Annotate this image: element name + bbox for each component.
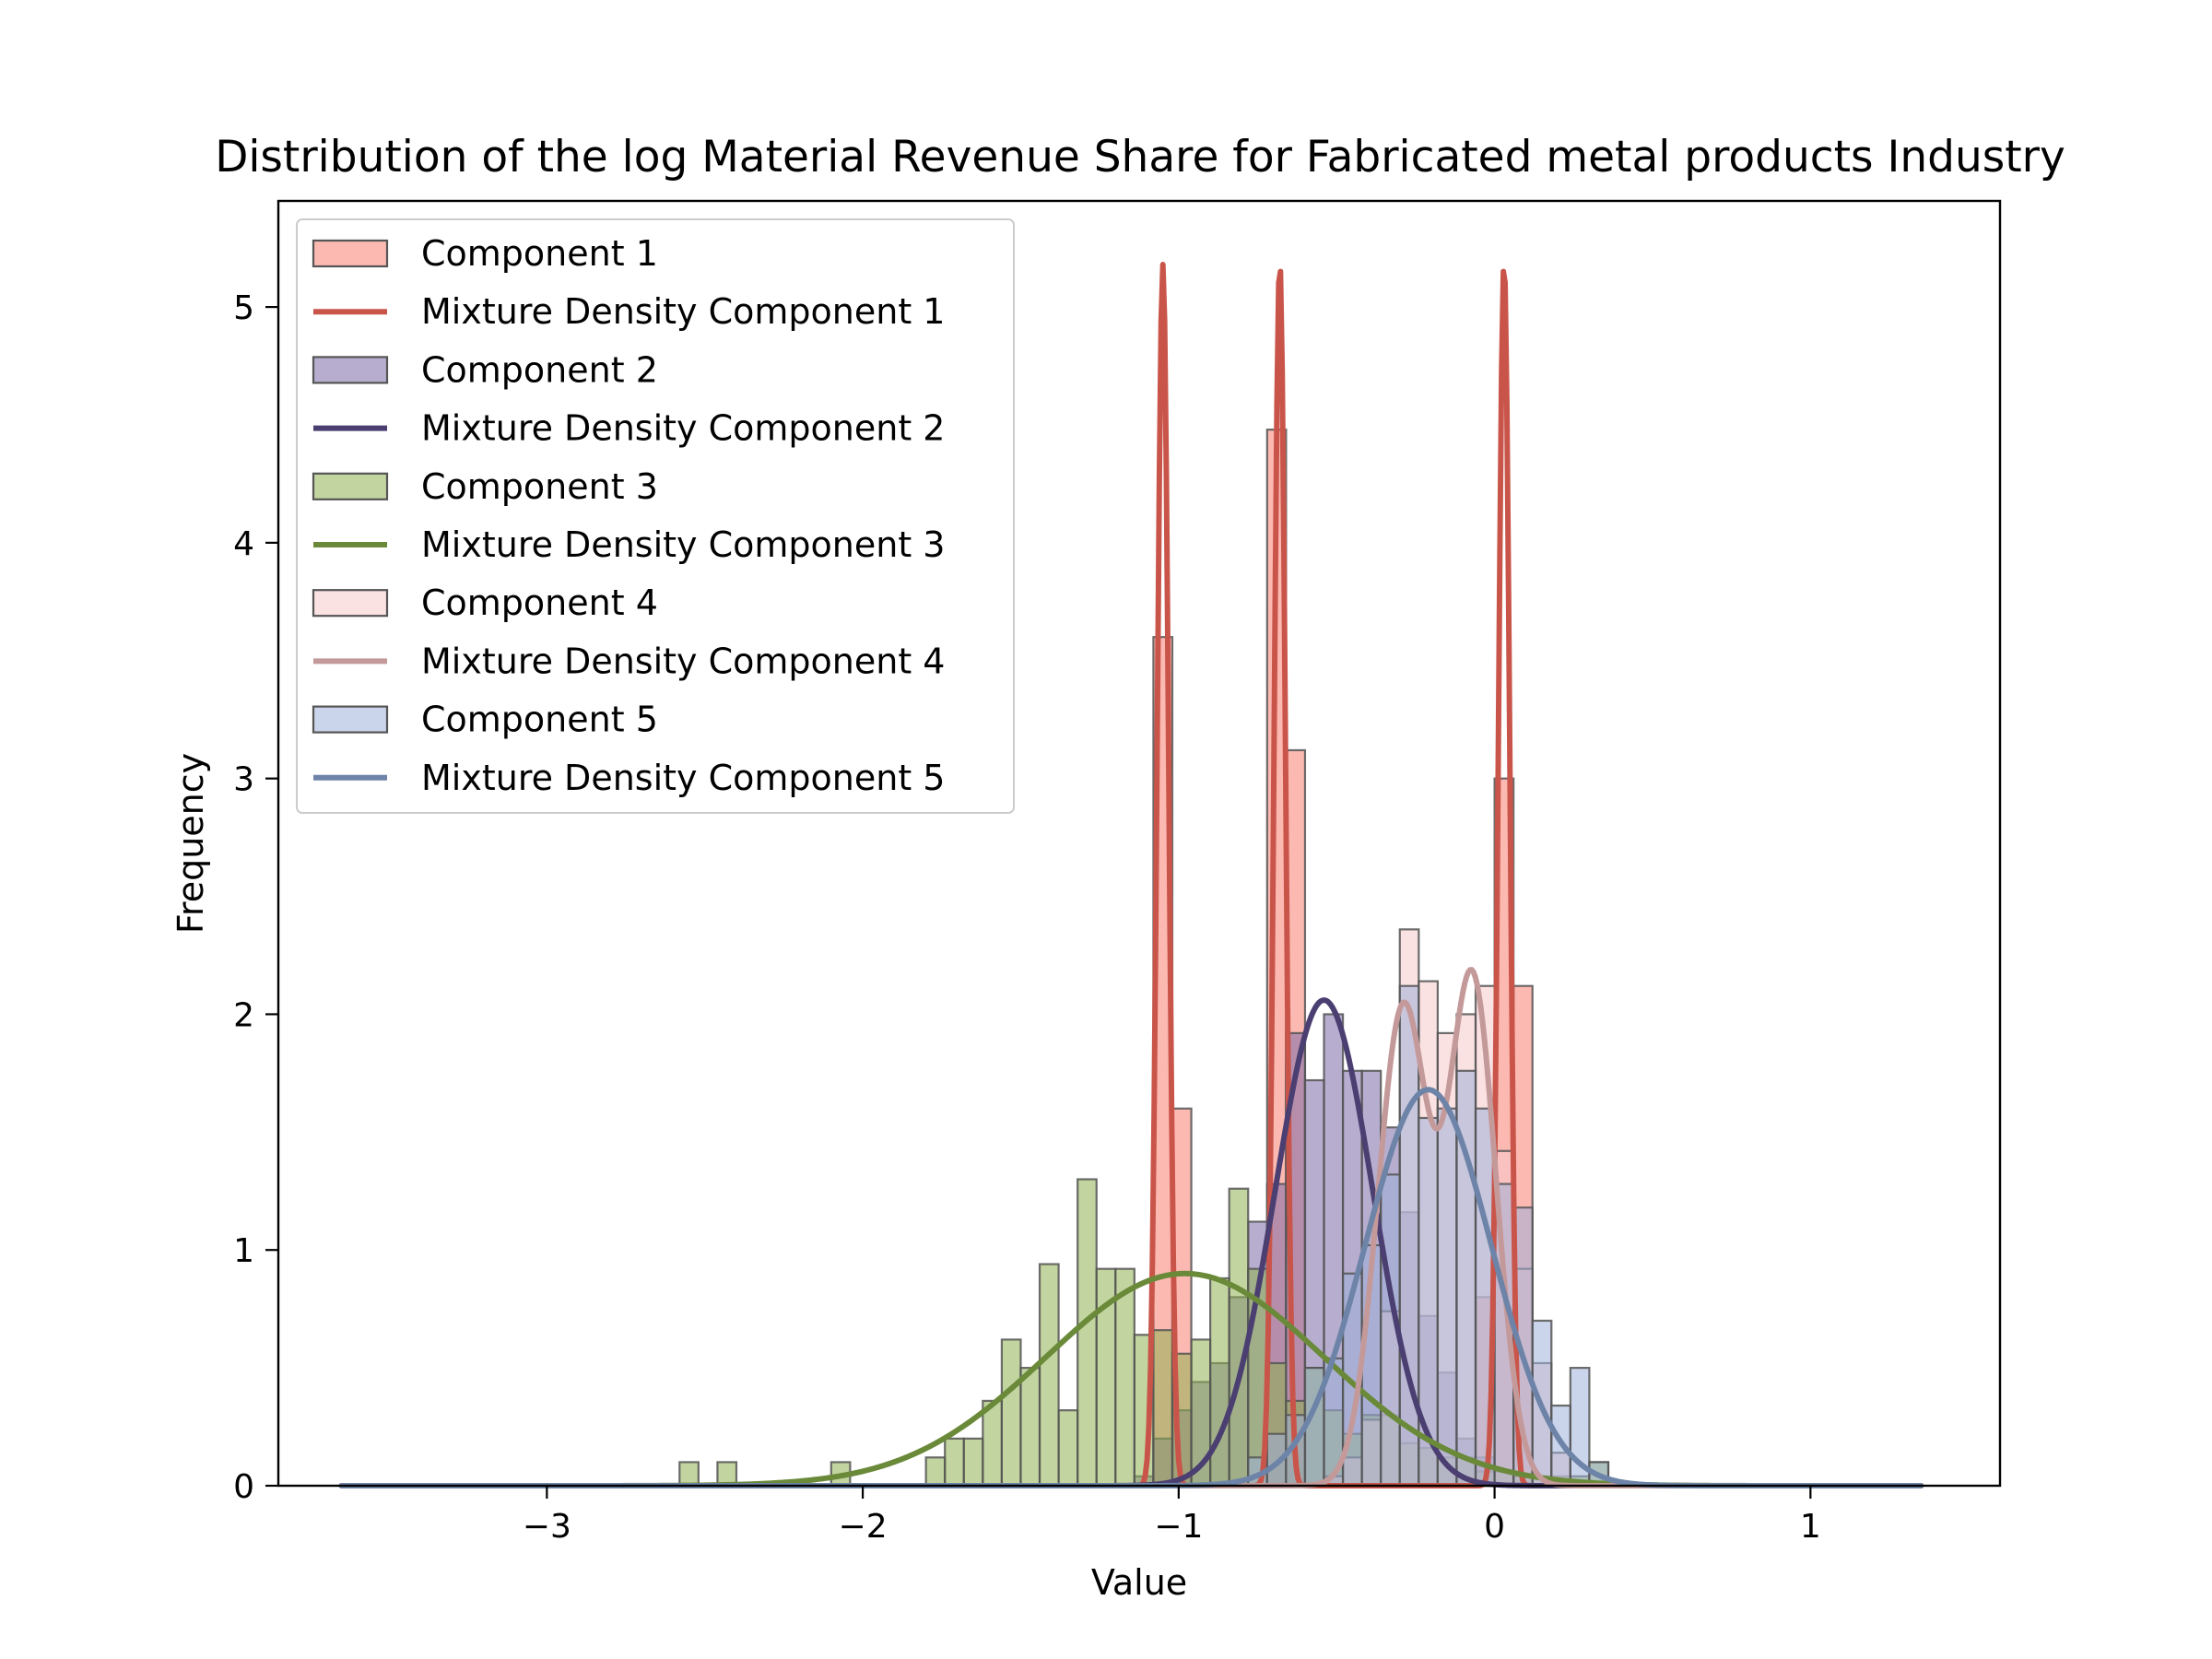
legend-swatch bbox=[312, 239, 389, 268]
legend-item: Mixture Density Component 3 bbox=[313, 524, 945, 565]
legend-label: Component 3 bbox=[421, 466, 658, 507]
legend-item: Component 3 bbox=[312, 466, 658, 507]
legend-item: Component 2 bbox=[312, 349, 658, 390]
x-tick-label: 0 bbox=[1484, 1508, 1505, 1546]
y-tick-label: 0 bbox=[233, 1468, 254, 1506]
x-tick-label: −1 bbox=[1154, 1508, 1203, 1546]
legend-box bbox=[296, 218, 1015, 814]
legend-label: Mixture Density Component 1 bbox=[421, 291, 945, 332]
histogram-bar bbox=[1228, 1187, 1250, 1488]
y-tick-label: 2 bbox=[233, 996, 254, 1034]
y-tick-label: 3 bbox=[233, 761, 254, 799]
histogram-bar bbox=[982, 1399, 1004, 1488]
legend-item: Mixture Density Component 1 bbox=[313, 291, 945, 332]
legend-item: Component 5 bbox=[312, 700, 658, 740]
y-tick-label: 4 bbox=[233, 525, 254, 563]
legend-item: Mixture Density Component 5 bbox=[313, 758, 945, 798]
legend-swatch bbox=[312, 472, 389, 500]
histogram-bar bbox=[1114, 1267, 1135, 1488]
x-tick-label: −3 bbox=[523, 1508, 571, 1546]
legend-swatch bbox=[312, 705, 389, 734]
legend-item: Component 1 bbox=[312, 233, 658, 274]
legend: Component 1 Mixture Density Component 1 Co… bbox=[296, 218, 1015, 814]
histogram-bar bbox=[1057, 1409, 1079, 1488]
histogram-bar bbox=[944, 1437, 965, 1488]
y-axis-label: Frequency bbox=[171, 753, 211, 934]
histogram-bar bbox=[1436, 1107, 1458, 1488]
y-tick-label: 1 bbox=[233, 1232, 254, 1270]
x-tick-label: −2 bbox=[839, 1508, 888, 1546]
histogram-bar bbox=[1077, 1178, 1098, 1488]
x-axis-label: Value bbox=[1091, 1562, 1187, 1603]
histogram-bar bbox=[1019, 1367, 1041, 1488]
histogram-bar bbox=[678, 1461, 700, 1488]
histogram-bar bbox=[1000, 1338, 1022, 1488]
legend-swatch bbox=[312, 589, 389, 618]
x-tick-label: 1 bbox=[1800, 1508, 1821, 1546]
legend-label: Mixture Density Component 3 bbox=[421, 524, 945, 565]
y-tick-label: 5 bbox=[233, 289, 254, 327]
legend-item: Component 4 bbox=[312, 582, 658, 623]
chart-title: Distribution of the log Material Revenue… bbox=[215, 132, 2065, 182]
plot-frame bbox=[276, 199, 2002, 1488]
legend-swatch bbox=[312, 356, 389, 384]
legend-label: Component 4 bbox=[421, 582, 658, 623]
histogram-bar bbox=[1038, 1263, 1060, 1488]
legend-item: Mixture Density Component 4 bbox=[313, 641, 945, 681]
legend-label: Component 5 bbox=[421, 700, 658, 740]
histogram-bar bbox=[924, 1456, 947, 1488]
legend-item: Mixture Density Component 2 bbox=[313, 408, 945, 449]
legend-label: Mixture Density Component 2 bbox=[421, 408, 945, 449]
legend-label: Component 2 bbox=[421, 349, 658, 390]
histogram-bar bbox=[962, 1437, 984, 1488]
histogram-bar bbox=[1209, 1277, 1230, 1488]
legend-label: Mixture Density Component 4 bbox=[421, 641, 945, 681]
legend-label: Component 1 bbox=[421, 233, 658, 274]
legend-label: Mixture Density Component 5 bbox=[421, 758, 945, 798]
axes: −3 −2 −1 0 1 0 1 2 3 4 5 bbox=[233, 289, 1821, 1546]
histogram-bar bbox=[1152, 1329, 1174, 1488]
